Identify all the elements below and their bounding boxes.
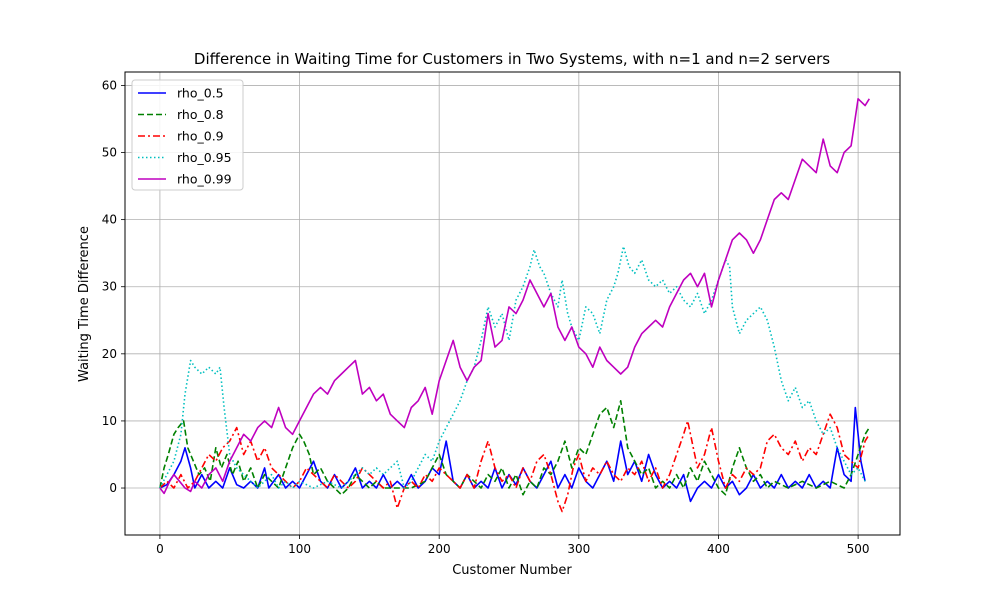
grid xyxy=(125,72,900,535)
legend-label: rho_0.95 xyxy=(177,150,232,165)
series-line-rho_0.99 xyxy=(159,98,870,495)
plot-frame xyxy=(124,71,901,536)
x-tick-label: 300 xyxy=(567,542,590,556)
y-tick-label: 50 xyxy=(102,146,117,160)
x-tick-label: 0 xyxy=(156,542,164,556)
x-tick-label: 500 xyxy=(847,542,870,556)
legend-label: rho_0.99 xyxy=(177,172,232,187)
legend-label: rho_0.8 xyxy=(177,107,224,122)
axis-ticks: 0 100 200 300 400 500 0 10 20 30 40 50 60 xyxy=(102,78,870,556)
y-tick-label: 30 xyxy=(102,280,117,294)
y-tick-label: 60 xyxy=(102,78,117,92)
y-axis-label: Waiting Time Difference xyxy=(77,226,92,382)
legend-box xyxy=(131,79,244,191)
y-tick-label: 0 xyxy=(109,481,117,495)
legend: rho_0.5 rho_0.8 rho_0.9 rho_0.95 rho_0.99 xyxy=(131,79,244,191)
x-tick-label: 100 xyxy=(288,542,311,556)
legend-label: rho_0.5 xyxy=(177,86,224,101)
chart-title: Difference in Waiting Time for Customers… xyxy=(194,50,830,68)
y-tick-label: 10 xyxy=(102,414,117,428)
series-layer xyxy=(159,98,870,513)
series-line-rho_0.8 xyxy=(159,400,870,496)
series-line-rho_0.95 xyxy=(159,245,866,489)
x-axis-label: Customer Number xyxy=(452,563,572,578)
legend-label: rho_0.9 xyxy=(177,129,224,144)
series-line-rho_0.9 xyxy=(159,413,870,513)
y-tick-label: 40 xyxy=(102,213,117,227)
y-tick-label: 20 xyxy=(102,347,117,361)
x-tick-label: 400 xyxy=(707,542,730,556)
x-tick-label: 200 xyxy=(428,542,451,556)
